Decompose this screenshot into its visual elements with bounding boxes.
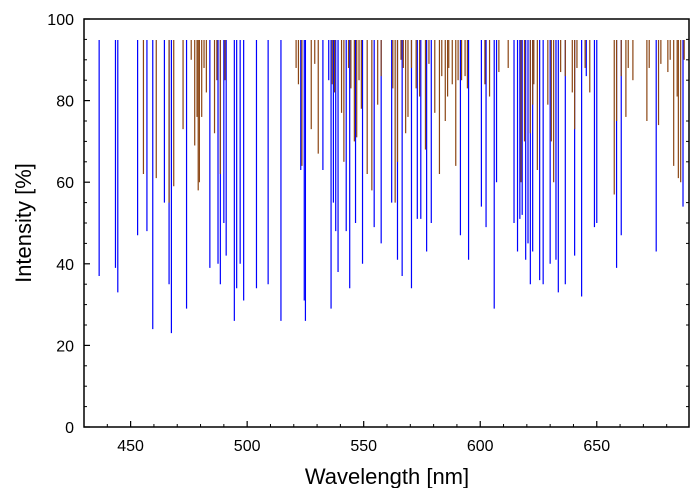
x-tick-label: 550 (350, 438, 377, 455)
y-axis-title: Intensity [%] (11, 163, 36, 283)
y-tick-label: 40 (56, 257, 74, 274)
x-tick-label: 600 (467, 438, 494, 455)
axes: 450 500 550 600 650 0 20 40 60 80 100 (47, 12, 690, 455)
y-tick-label: 20 (56, 338, 74, 355)
plot-frame (83, 18, 690, 428)
y-tick-label: 60 (56, 175, 74, 192)
x-tick-label: 650 (583, 438, 610, 455)
y-tick-label: 80 (56, 94, 74, 111)
x-tick-label: 450 (117, 438, 144, 455)
y-tick-label: 100 (47, 12, 74, 29)
y-tick-label: 0 (65, 420, 74, 437)
x-axis-title: Wavelength [nm] (305, 464, 469, 488)
spectral-lines (98, 40, 685, 334)
x-tick-label: 500 (234, 438, 261, 455)
